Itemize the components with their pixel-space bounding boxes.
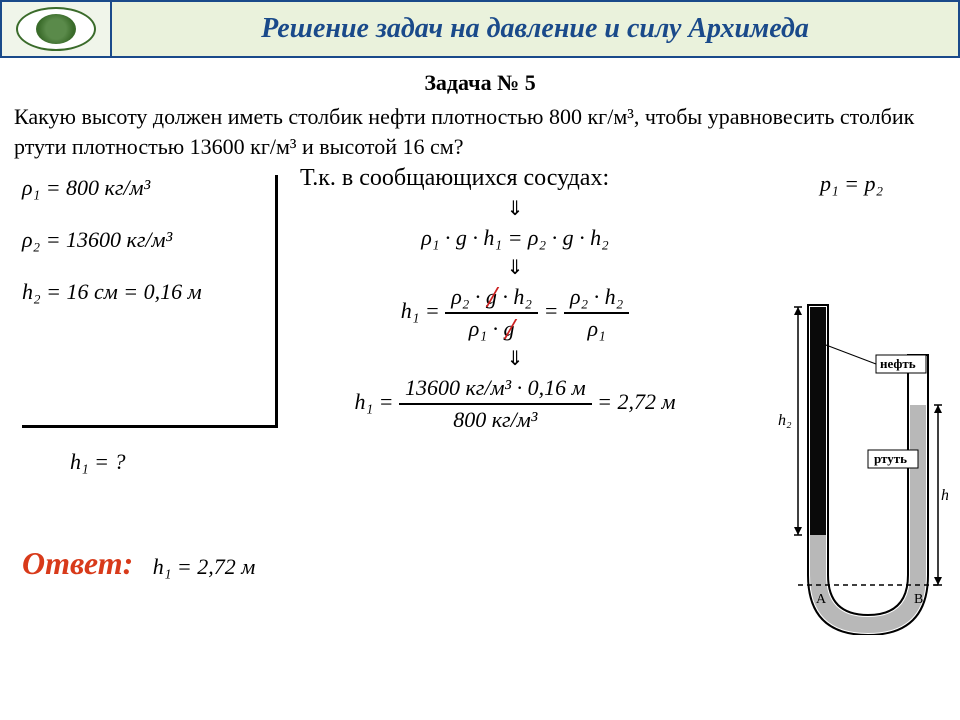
label-h1: h₁ xyxy=(941,487,948,504)
strike-g: g xyxy=(486,284,497,309)
find-line: h₁ = ? xyxy=(70,449,126,475)
arrow-icon: ⇓ xyxy=(300,255,730,280)
label-B: В xyxy=(914,592,923,607)
page-title: Решение задач на давление и силу Архимед… xyxy=(112,2,958,56)
given-rho1: ρ₁ = 800 кг/м³ xyxy=(22,175,262,201)
label-A: А xyxy=(816,592,827,607)
solution-column: Т.к. в сообщающихся сосудах: ⇓ ρ₁ · g · … xyxy=(300,165,730,435)
header-bar: Решение задач на давление и силу Архимед… xyxy=(0,0,960,58)
fraction-2: ρ₂ · h₂ ρ₁ xyxy=(564,284,629,342)
solution-header: Т.к. в сообщающихся сосудах: xyxy=(300,165,730,192)
vertical-divider xyxy=(275,175,278,425)
given-rho2: ρ₂ = 13600 кг/м³ xyxy=(22,227,262,253)
label-mercury: ртуть xyxy=(874,451,907,466)
equation-1: ρ₁ · g · h₁ = ρ₂ · g · h₂ xyxy=(300,225,730,251)
horizontal-divider xyxy=(22,425,278,428)
logo-icon xyxy=(16,7,96,51)
logo-cell xyxy=(2,2,112,56)
fraction-1: ρ₂ · g · h₂ ρ₁ · g xyxy=(445,284,538,342)
equation-calc: h₁ = 13600 кг/м³ · 0,16 м 800 кг/м³ = 2,… xyxy=(300,375,730,433)
problem-text: Какую высоту должен иметь столбик нефти … xyxy=(0,96,960,161)
strike-g: g xyxy=(504,316,515,341)
arrow-icon: ⇓ xyxy=(300,346,730,371)
given-column: ρ₁ = 800 кг/м³ ρ₂ = 13600 кг/м³ h₂ = 16 … xyxy=(22,175,262,331)
answer-value: h₁ = 2,72 м xyxy=(153,554,256,579)
h1-label: h₁ = xyxy=(354,389,399,414)
u-tube-diagram: А В h₂ h₁ нефть ртуть xyxy=(768,295,948,635)
arrow-icon: ⇓ xyxy=(300,196,730,221)
answer-label: Ответ: xyxy=(22,545,133,581)
calc-result: = 2,72 м xyxy=(597,389,675,414)
equation-2: h₁ = ρ₂ · g · h₂ ρ₁ · g = ρ₂ · h₂ ρ₁ xyxy=(300,284,730,342)
fraction-calc: 13600 кг/м³ · 0,16 м 800 кг/м³ xyxy=(399,375,592,433)
work-area: ρ₁ = 800 кг/м³ ρ₂ = 13600 кг/м³ h₂ = 16 … xyxy=(0,165,960,645)
problem-number: Задача № 5 xyxy=(0,70,960,96)
label-h2: h₂ xyxy=(778,412,792,429)
equals: = xyxy=(544,298,564,323)
h1-label: h₁ = xyxy=(401,298,446,323)
label-oil: нефть xyxy=(880,356,916,371)
answer-block: Ответ: h₁ = 2,72 м xyxy=(22,545,255,582)
p1-equals-p2: p₁ = p₂ xyxy=(820,171,883,197)
given-h2: h₂ = 16 см = 0,16 м xyxy=(22,279,262,305)
